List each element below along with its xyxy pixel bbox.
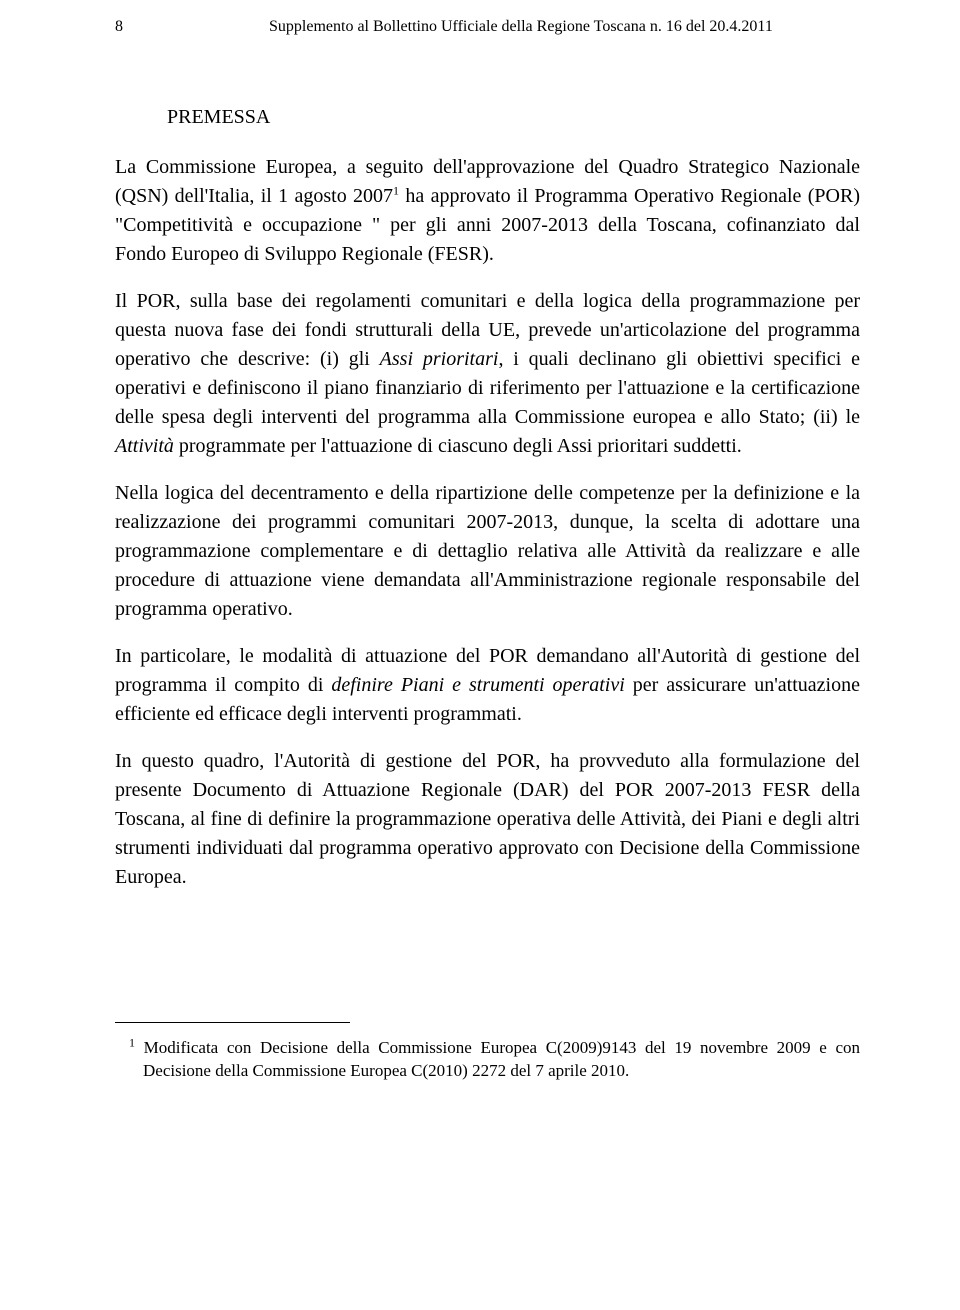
- paragraph-4: In particolare, le modalità di attuazion…: [115, 642, 860, 729]
- text-italic: definire Piani e strumenti operativi: [331, 674, 624, 696]
- running-title: Supplemento al Bollettino Ufficiale dell…: [269, 18, 773, 36]
- page-number: 8: [115, 18, 130, 36]
- footnote-separator: [115, 1022, 350, 1023]
- footnote-text: Modificata con Decisione della Commissio…: [135, 1038, 860, 1080]
- footnote-1: 1 Modificata con Decisione della Commiss…: [115, 1037, 860, 1083]
- paragraph-3: Nella logica del decentramento e della r…: [115, 479, 860, 624]
- document-page: 8 Supplemento al Bollettino Ufficiale de…: [0, 0, 960, 1310]
- paragraph-5: In questo quadro, l'Autorità di gestione…: [115, 747, 860, 892]
- paragraph-1: La Commissione Europea, a seguito dell'a…: [115, 153, 860, 269]
- text-italic: Attività: [115, 435, 174, 457]
- section-title: PREMESSA: [167, 106, 860, 129]
- paragraph-2: Il POR, sulla base dei regolamenti comun…: [115, 287, 860, 461]
- page-header: 8 Supplemento al Bollettino Ufficiale de…: [115, 18, 860, 36]
- text-run: programmate per l'attuazione di ciascuno…: [174, 435, 742, 457]
- text-italic: Assi prioritari: [380, 348, 499, 370]
